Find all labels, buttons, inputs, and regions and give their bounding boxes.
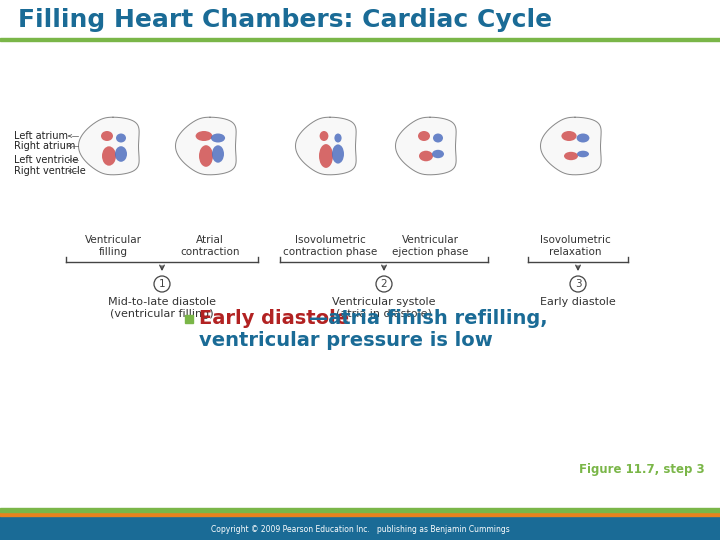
- Ellipse shape: [577, 133, 590, 143]
- Bar: [0, 516, 720, 520]
- Text: —atria finish refilling,: —atria finish refilling,: [302, 309, 548, 328]
- Ellipse shape: [211, 133, 225, 143]
- Polygon shape: [541, 117, 601, 175]
- Text: Early diastole: Early diastole: [199, 309, 349, 328]
- Bar: [0, 512, 720, 516]
- Text: Right ventricle: Right ventricle: [14, 166, 86, 176]
- Text: (atria in diastole): (atria in diastole): [336, 309, 432, 319]
- Text: Isovolumetric: Isovolumetric: [539, 235, 611, 245]
- Ellipse shape: [196, 131, 212, 141]
- Polygon shape: [395, 117, 456, 175]
- Text: filling: filling: [99, 247, 127, 257]
- Text: Ventricular: Ventricular: [402, 235, 459, 245]
- Text: 2: 2: [381, 279, 387, 289]
- Ellipse shape: [102, 146, 116, 166]
- Polygon shape: [295, 117, 356, 175]
- Text: Left atrium: Left atrium: [14, 131, 68, 141]
- Text: Isovolumetric: Isovolumetric: [294, 235, 365, 245]
- Ellipse shape: [577, 151, 589, 157]
- Ellipse shape: [101, 131, 113, 141]
- Ellipse shape: [564, 152, 578, 160]
- Ellipse shape: [419, 151, 433, 161]
- Text: 3: 3: [575, 279, 581, 289]
- Polygon shape: [78, 117, 139, 175]
- Text: Figure 11.7, step 3: Figure 11.7, step 3: [580, 463, 705, 476]
- Ellipse shape: [319, 144, 333, 168]
- Text: contraction: contraction: [180, 247, 240, 257]
- Text: contraction phase: contraction phase: [283, 247, 377, 257]
- Bar: [0, 520, 720, 540]
- Text: Ventricular systole: Ventricular systole: [332, 297, 436, 307]
- Text: Atrial: Atrial: [196, 235, 224, 245]
- Text: Mid-to-late diastole: Mid-to-late diastole: [108, 297, 216, 307]
- Bar: [0, 38, 720, 41]
- Ellipse shape: [334, 133, 341, 143]
- Ellipse shape: [332, 144, 344, 164]
- Text: Ventricular: Ventricular: [84, 235, 142, 245]
- Ellipse shape: [320, 131, 328, 141]
- Ellipse shape: [212, 145, 224, 163]
- Text: ejection phase: ejection phase: [392, 247, 468, 257]
- Polygon shape: [176, 117, 236, 175]
- Text: Right atrium: Right atrium: [14, 141, 76, 151]
- Ellipse shape: [115, 146, 127, 162]
- Bar: [185, 315, 193, 323]
- Text: relaxation: relaxation: [549, 247, 601, 257]
- Text: Early diastole: Early diastole: [540, 297, 616, 307]
- Ellipse shape: [433, 133, 443, 143]
- Bar: [0, 508, 720, 512]
- Ellipse shape: [199, 145, 213, 167]
- Ellipse shape: [432, 150, 444, 158]
- Text: 1: 1: [158, 279, 166, 289]
- Text: (ventricular filling): (ventricular filling): [110, 309, 214, 319]
- Text: Filling Heart Chambers: Cardiac Cycle: Filling Heart Chambers: Cardiac Cycle: [18, 8, 552, 32]
- Text: Copyright © 2009 Pearson Education Inc.   publishing as Benjamin Cummings: Copyright © 2009 Pearson Education Inc. …: [211, 525, 509, 535]
- Ellipse shape: [116, 133, 126, 143]
- Text: ventricular pressure is low: ventricular pressure is low: [199, 332, 492, 350]
- Ellipse shape: [418, 131, 430, 141]
- Ellipse shape: [562, 131, 577, 141]
- Text: Left ventricle: Left ventricle: [14, 155, 78, 165]
